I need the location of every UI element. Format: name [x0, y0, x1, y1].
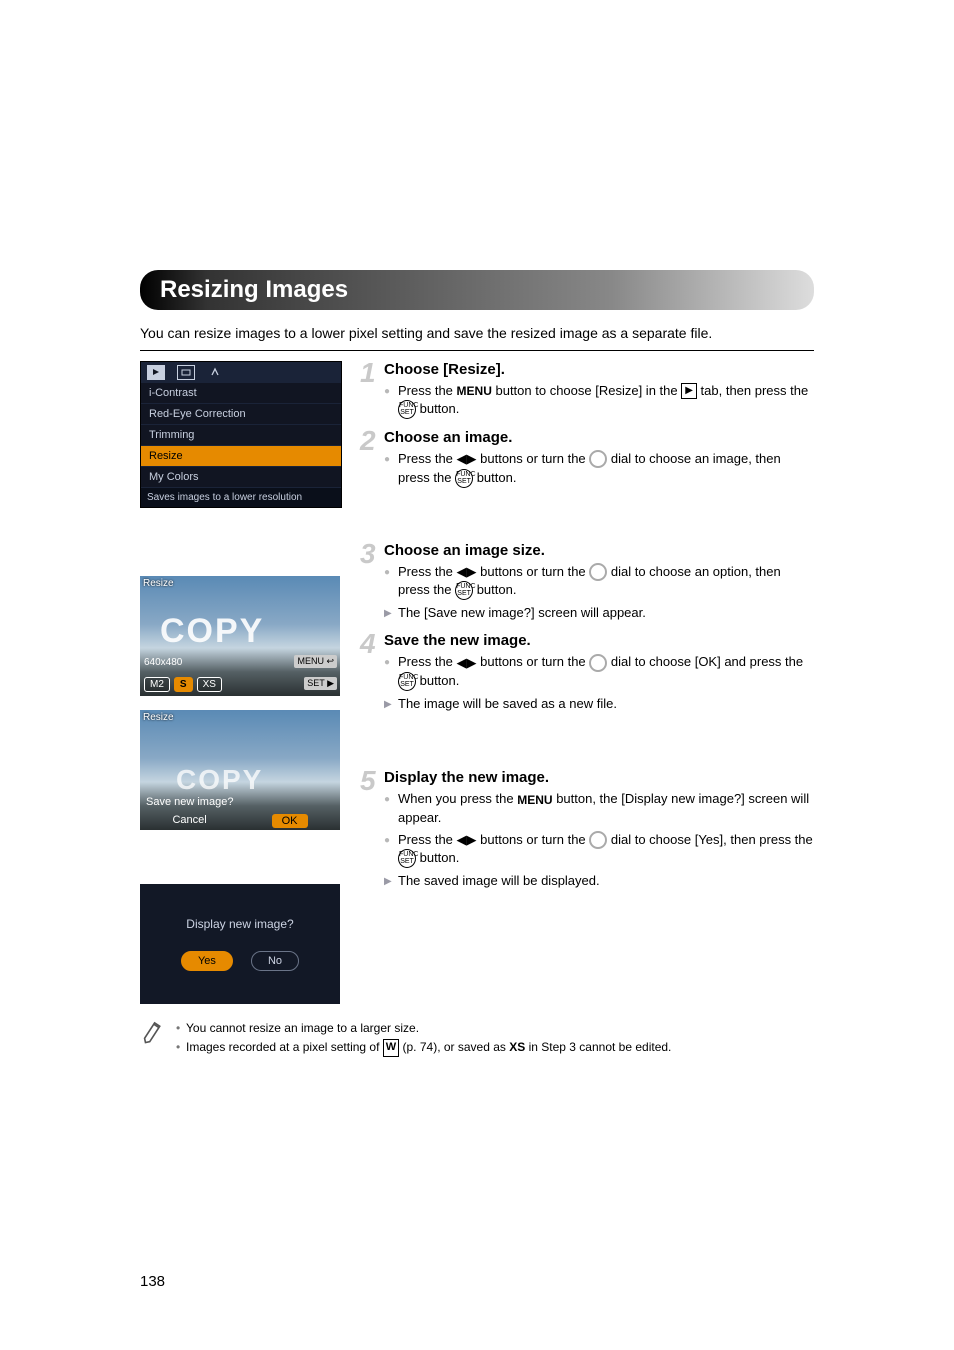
resize-label-2: Resize: [143, 712, 174, 723]
watermark: COPY: [160, 612, 264, 651]
func-set-button-icon: FUNCSET: [398, 849, 416, 868]
left-right-buttons-icon: ◀▶: [457, 654, 477, 672]
step-number: 4: [360, 628, 376, 660]
step-line: Press the MENU button to choose [Resize]…: [398, 382, 814, 419]
func-set-button-icon: FUNCSET: [455, 469, 473, 488]
section-title: Resizing Images: [160, 276, 348, 303]
camera-menu-item: Resize: [141, 446, 341, 467]
resize-label: Resize: [143, 578, 174, 589]
step-line: The [Save new image?] screen will appear…: [398, 604, 814, 622]
playback-tab-icon-inline: ▶: [681, 383, 697, 399]
step-body: Press the ◀▶ buttons or turn the dial to…: [384, 653, 814, 713]
step-title: Choose [Resize].: [384, 361, 814, 378]
control-dial-icon: [589, 654, 607, 672]
screenshot-column: i-ContrastRed-Eye CorrectionTrimmingResi…: [140, 361, 340, 1004]
camera-menu-item: i-Contrast: [141, 383, 341, 404]
control-dial-icon: [589, 831, 607, 849]
step-line: The saved image will be displayed.: [398, 872, 814, 890]
step-number: 1: [360, 357, 376, 389]
step-body: Press the MENU button to choose [Resize]…: [384, 382, 814, 419]
resolution-label: 640x480: [144, 657, 182, 668]
save-question: Save new image?: [146, 796, 233, 808]
step-title: Choose an image.: [384, 429, 814, 446]
camera-menu-status: Saves images to a lower resolution: [141, 488, 341, 507]
size-option: M2: [144, 677, 170, 692]
control-dial-icon: [589, 563, 607, 581]
step-number: 3: [360, 538, 376, 570]
watermark-2: COPY: [176, 764, 263, 796]
menu-return-chip: MENU ↩: [294, 655, 337, 668]
func-set-button-icon: FUNCSET: [455, 581, 473, 600]
intro-text: You can resize images to a lower pixel s…: [140, 324, 814, 344]
camera-menu-item: My Colors: [141, 467, 341, 488]
step-title: Choose an image size.: [384, 542, 814, 559]
instruction-step: 3Choose an image size.Press the ◀▶ butto…: [360, 542, 814, 623]
notes-block: You cannot resize an image to a larger s…: [140, 1018, 814, 1059]
step-body: Press the ◀▶ buttons or turn the dial to…: [384, 563, 814, 623]
step-line: The image will be saved as a new file.: [398, 695, 814, 713]
step-line: Press the ◀▶ buttons or turn the dial to…: [398, 831, 814, 869]
set-chip: SET ▶: [304, 677, 337, 690]
camera-menu-item: Trimming: [141, 425, 341, 446]
left-right-buttons-icon: ◀▶: [457, 450, 477, 468]
resize-options-screenshot: Resize COPY 640x480 M2 S XS MENU ↩ SET ▶: [140, 576, 340, 696]
step-body: When you press the MENU button, the [Dis…: [384, 790, 814, 890]
func-set-button-icon: FUNCSET: [398, 400, 416, 419]
step-body: Press the ◀▶ buttons or turn the dial to…: [384, 450, 814, 488]
page-number: 138: [140, 1273, 165, 1290]
instruction-step: 2Choose an image.Press the ◀▶ buttons or…: [360, 429, 814, 488]
size-option: S: [174, 677, 193, 692]
w-icon: W: [383, 1039, 399, 1057]
menu-button-icon: MENU: [517, 792, 552, 809]
left-right-buttons-icon: ◀▶: [457, 831, 477, 849]
instruction-step: 4Save the new image.Press the ◀▶ buttons…: [360, 632, 814, 713]
camera-menu-item: Red-Eye Correction: [141, 404, 341, 425]
display-question: Display new image?: [186, 917, 293, 931]
save-new-image-screenshot: Resize COPY Save new image? Cancel OK: [140, 710, 340, 830]
note-2: Images recorded at a pixel setting of W …: [186, 1039, 671, 1057]
step-line: Press the ◀▶ buttons or turn the dial to…: [398, 563, 814, 601]
camera-menu-screenshot: i-ContrastRed-Eye CorrectionTrimmingResi…: [140, 361, 342, 508]
pencil-note-icon: [138, 1015, 169, 1046]
step-title: Save the new image.: [384, 632, 814, 649]
yes-option: Yes: [181, 951, 233, 971]
step-title: Display the new image.: [384, 769, 814, 786]
step-line: Press the ◀▶ buttons or turn the dial to…: [398, 450, 814, 488]
playback-tab-icon: [147, 365, 165, 380]
step-number: 5: [360, 765, 376, 797]
ok-option: OK: [272, 814, 308, 828]
func-set-button-icon: FUNCSET: [398, 672, 416, 691]
instruction-step: 1Choose [Resize].Press the MENU button t…: [360, 361, 814, 419]
camera-menu-tabs: [141, 362, 341, 383]
step-number: 2: [360, 425, 376, 457]
control-dial-icon: [589, 450, 607, 468]
divider-line: [140, 350, 814, 351]
instructions-column: 1Choose [Resize].Press the MENU button t…: [360, 361, 814, 1004]
tools-tab-icon: [207, 366, 223, 379]
step-line: When you press the MENU button, the [Dis…: [398, 790, 814, 826]
instruction-step: 5Display the new image.When you press th…: [360, 769, 814, 890]
left-right-buttons-icon: ◀▶: [457, 563, 477, 581]
display-new-image-screenshot: Display new image? Yes No: [140, 884, 340, 1004]
size-option: XS: [197, 677, 222, 692]
step-line: Press the ◀▶ buttons or turn the dial to…: [398, 653, 814, 691]
xs-icon: XS: [509, 1039, 525, 1056]
cancel-option: Cancel: [172, 814, 206, 828]
no-option: No: [251, 951, 299, 971]
section-title-bar: Resizing Images: [140, 270, 814, 310]
menu-button-icon: MENU: [457, 383, 492, 400]
note-1: You cannot resize an image to a larger s…: [186, 1020, 671, 1037]
print-tab-icon: [177, 365, 195, 380]
